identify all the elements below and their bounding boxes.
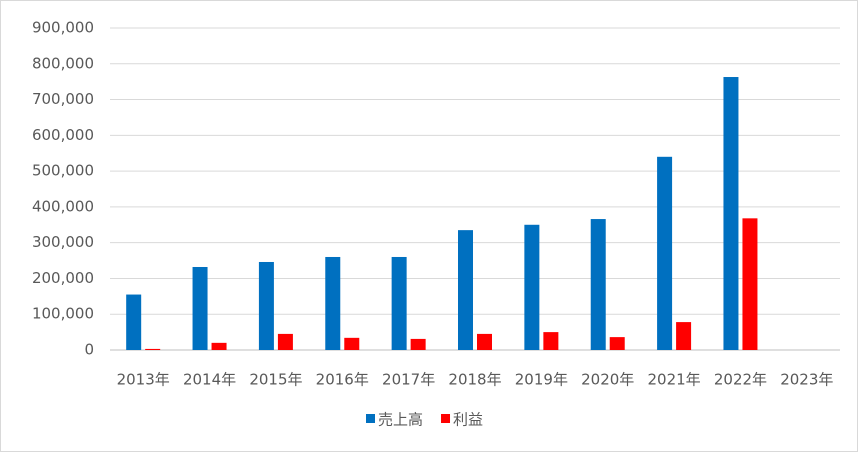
bar	[676, 322, 692, 350]
bar	[192, 266, 208, 350]
x-tick-label: 2021年	[647, 371, 700, 389]
bar	[723, 77, 739, 350]
y-tick-label: 0	[84, 341, 94, 359]
y-tick-label: 200,000	[32, 269, 94, 287]
y-tick-label: 400,000	[32, 197, 94, 215]
x-tick-label: 2015年	[249, 371, 302, 389]
y-tick-label: 300,000	[32, 233, 94, 251]
bar	[742, 218, 758, 350]
x-tick-label: 2022年	[714, 371, 767, 389]
bar	[609, 337, 625, 350]
bar	[410, 338, 426, 350]
x-tick-label: 2018年	[448, 371, 501, 389]
legend-label: 売上高	[378, 411, 423, 429]
bar	[524, 224, 540, 350]
x-tick-label: 2013年	[117, 371, 170, 389]
y-tick-label: 100,000	[32, 305, 94, 323]
y-tick-label: 500,000	[32, 162, 94, 180]
x-tick-label: 2014年	[183, 371, 236, 389]
bar	[458, 230, 473, 350]
bar	[391, 256, 407, 350]
bar	[657, 156, 673, 350]
x-tick-label: 2020年	[581, 371, 634, 389]
bar	[145, 348, 161, 350]
legend-label: 利益	[453, 411, 483, 429]
bar	[325, 256, 341, 350]
bar	[590, 219, 606, 350]
legend-swatch	[366, 414, 375, 423]
y-tick-label: 600,000	[32, 126, 94, 144]
x-tick-label: 2023年	[780, 371, 833, 389]
bar	[126, 294, 142, 350]
y-tick-label: 700,000	[32, 90, 94, 108]
x-tick-label: 2016年	[316, 371, 369, 389]
x-tick-label: 2017年	[382, 371, 435, 389]
x-tick-label: 2019年	[515, 371, 568, 389]
y-tick-label: 900,000	[32, 19, 94, 37]
bar	[211, 342, 227, 350]
bar	[477, 333, 492, 350]
bar	[258, 261, 274, 350]
bar	[344, 337, 360, 350]
y-tick-label: 800,000	[32, 54, 94, 72]
bar	[543, 332, 559, 350]
legend-swatch	[441, 414, 451, 423]
bar	[277, 333, 293, 350]
